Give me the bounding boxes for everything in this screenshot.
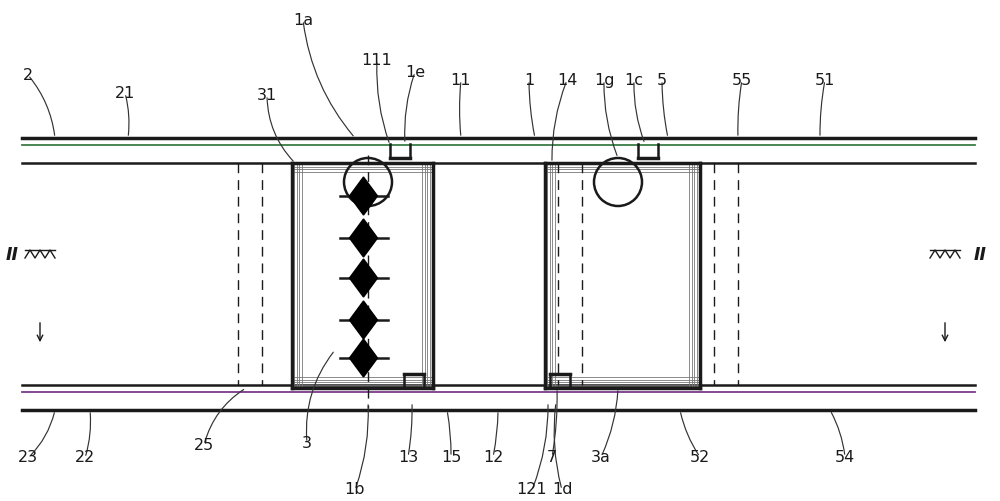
Polygon shape <box>350 219 378 257</box>
Polygon shape <box>350 301 378 339</box>
Text: 11: 11 <box>451 73 471 88</box>
Text: 14: 14 <box>557 73 577 88</box>
Text: 51: 51 <box>815 73 835 88</box>
Text: 54: 54 <box>835 449 855 464</box>
Text: 12: 12 <box>483 449 503 464</box>
Text: 2: 2 <box>23 68 33 83</box>
Text: 55: 55 <box>732 73 752 88</box>
Text: 3: 3 <box>302 435 312 450</box>
Text: 1: 1 <box>524 73 534 88</box>
Text: 1g: 1g <box>594 73 614 88</box>
Text: 1e: 1e <box>405 65 425 80</box>
Text: 111: 111 <box>362 53 392 68</box>
Text: 3a: 3a <box>591 449 611 464</box>
Text: II: II <box>6 246 18 264</box>
Text: 5: 5 <box>657 73 667 88</box>
Text: 31: 31 <box>257 88 277 103</box>
Text: 7: 7 <box>547 449 557 464</box>
Text: 25: 25 <box>194 437 214 452</box>
Text: 21: 21 <box>115 86 135 101</box>
Polygon shape <box>350 339 378 377</box>
Text: 1d: 1d <box>552 482 572 497</box>
Text: 15: 15 <box>441 449 461 464</box>
Text: 121: 121 <box>517 482 547 497</box>
Text: 1a: 1a <box>293 13 313 28</box>
Text: 23: 23 <box>18 450 38 465</box>
Polygon shape <box>350 259 378 297</box>
Text: 52: 52 <box>690 449 710 464</box>
Text: 13: 13 <box>398 449 418 464</box>
Text: 1b: 1b <box>345 482 365 497</box>
Text: 1c: 1c <box>624 73 644 88</box>
Polygon shape <box>350 177 378 215</box>
Text: 22: 22 <box>75 450 95 465</box>
Text: II: II <box>974 246 986 264</box>
